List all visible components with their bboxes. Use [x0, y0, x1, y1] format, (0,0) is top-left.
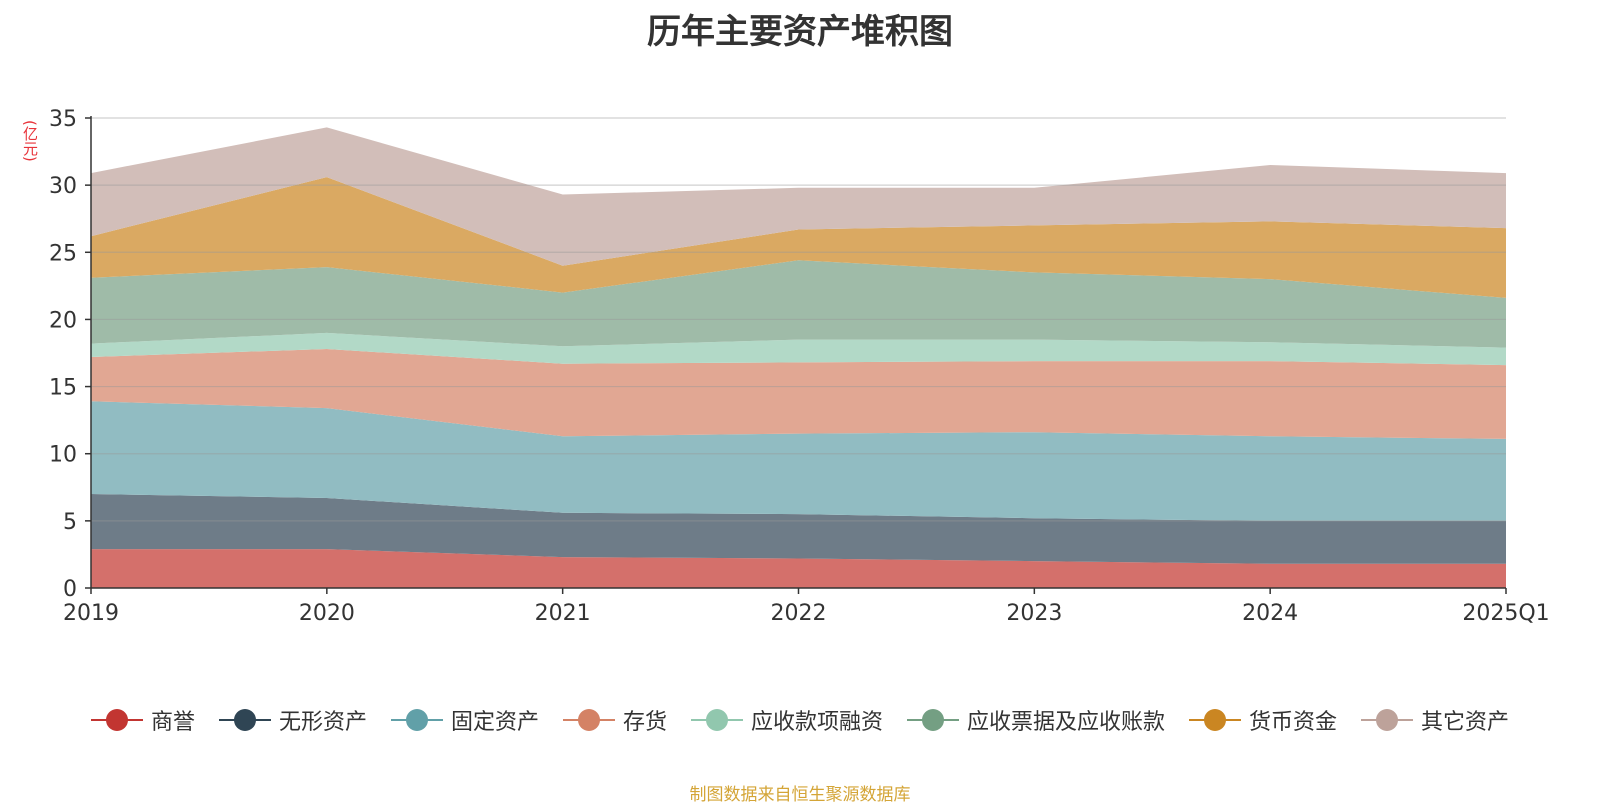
y-tick-label: 35	[49, 107, 77, 132]
y-tick-label: 15	[49, 376, 77, 401]
x-tick-label: 2024	[1242, 601, 1298, 626]
y-tick-label: 30	[49, 174, 77, 199]
x-tick-label: 2025Q1	[1462, 601, 1549, 626]
legend-item[interactable]: 应收款项融资	[691, 704, 883, 736]
area-6	[91, 260, 1506, 348]
y-tick-label: 0	[63, 577, 77, 602]
legend-swatch	[1361, 708, 1414, 732]
area-1	[91, 549, 1506, 588]
legend-label: 无形资产	[278, 710, 367, 735]
legend-swatch	[390, 708, 443, 732]
legend-swatch	[907, 708, 960, 732]
legend: 商誉 无形资产 固定资产 存货 应收款项融资 应收票据及应收账款 货币资金 其它资产	[0, 700, 1600, 740]
legend-label: 应收票据及应收账款	[967, 710, 1166, 735]
legend-item[interactable]: 其它资产	[1361, 704, 1509, 736]
grid-lines	[91, 117, 1506, 522]
x-tick-label: 2019	[63, 601, 119, 626]
legend-label: 存货	[622, 710, 667, 735]
legend-label: 其它资产	[1421, 710, 1510, 735]
axes: 0 5 10 15 20 25 30 35 2019 2020 2021 2022 2023 2024 20…	[49, 107, 1550, 626]
y-tick-label: 20	[49, 308, 77, 333]
legend-swatch	[1189, 708, 1242, 732]
area-2	[91, 494, 1506, 564]
legend-item[interactable]: 存货	[562, 704, 667, 736]
legend-label: 固定资产	[450, 710, 539, 735]
area-4	[91, 349, 1506, 439]
legend-item[interactable]: 货币资金	[1189, 704, 1337, 736]
y-tick-label: 25	[49, 241, 77, 266]
area-5	[91, 332, 1506, 366]
chart-title: 历年主要资产堆积图	[647, 12, 953, 52]
legend-label: 货币资金	[1249, 710, 1338, 735]
y-tick-label: 5	[63, 510, 77, 535]
legend-item[interactable]: 无形资产	[218, 704, 367, 736]
legend-swatch	[218, 708, 271, 732]
legend-swatch	[562, 708, 615, 732]
source-note: 制图数据来自恒生聚源数据库	[689, 785, 911, 805]
y-axis-unit: (亿元)	[21, 120, 39, 162]
legend-item[interactable]: 固定资产	[390, 704, 539, 736]
x-tick-label: 2021	[535, 601, 591, 626]
area-series	[91, 127, 1506, 588]
legend-label: 应收款项融资	[751, 710, 884, 735]
area-3	[91, 401, 1506, 521]
legend-swatch	[90, 708, 143, 732]
legend-swatch	[691, 708, 743, 732]
area-7	[91, 177, 1506, 298]
y-tick-label: 10	[49, 443, 77, 468]
x-tick-label: 2020	[299, 601, 355, 626]
legend-label: 商誉	[150, 710, 195, 735]
legend-item[interactable]: 应收票据及应收账款	[907, 704, 1165, 736]
area-8	[91, 127, 1506, 266]
legend-item[interactable]: 商誉	[90, 704, 195, 736]
x-tick-label: 2023	[1006, 601, 1062, 626]
x-tick-label: 2022	[771, 601, 827, 626]
stacked-area-chart: 0 5 10 15 20 25 30 35 2019 2020 2021 2022 2023 2024 20…	[49, 107, 1550, 626]
